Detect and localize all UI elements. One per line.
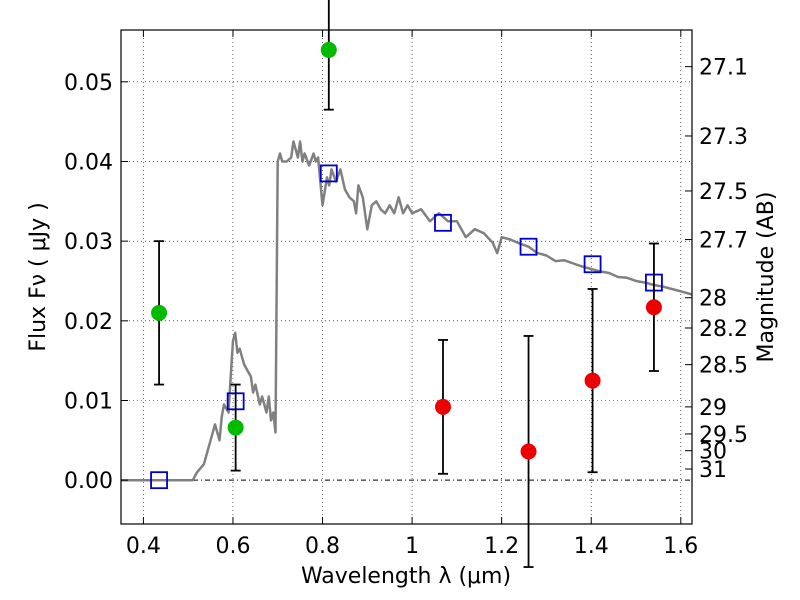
y-tick-label: 0.04 [64,150,113,175]
non-detection-point [434,398,451,415]
x-tick-label: 1.6 [663,534,698,559]
model-spectrum-line [121,140,693,482]
mag-tick-label: 31 [699,458,727,483]
mag-tick-label: 27.1 [699,56,748,81]
model-band-marker [150,471,168,490]
x-tick-label: 0.4 [126,534,161,559]
mag-tick-label: 29.5 [699,423,748,448]
model-band-marker [583,255,602,274]
mag-tick-label: 30 [699,440,727,465]
x-tick-label: 0.6 [215,534,250,559]
y-axis-title: Flux Fν ( μJy ) [26,202,51,351]
detection-point [227,419,244,436]
non-detection-point [645,299,662,316]
y-tick-label: 0.02 [64,310,113,335]
y-tick-label: 0.00 [64,469,113,494]
mag-tick-label: 27.7 [699,229,748,254]
x-axis-title: Wavelength λ (μm) [301,564,511,589]
plot-frame [120,29,693,525]
non-detection-point [584,372,601,389]
model-band-marker [319,164,338,183]
mag-tick-label: 29 [699,396,727,421]
x-tick-label: 0.8 [305,534,340,559]
non-detection-point [520,443,537,460]
y-tick-label: 0.03 [64,230,113,255]
marker-layer [150,0,663,568]
model-band-marker [434,213,452,232]
detection-point [320,41,337,58]
x-tick-label: 1.4 [574,534,609,559]
model-band-marker [519,237,538,256]
mag-tick-label: 28 [699,287,727,312]
mag-tick-label: 27.5 [699,180,748,205]
detection-point [151,304,168,321]
y-tick-label: 0.01 [64,390,113,415]
mag-tick-label: 28.2 [699,317,748,342]
y2-axis-title: Magnitude (AB) [754,192,779,363]
x-tick-label: 1 [405,534,419,559]
tick-layer [121,30,692,524]
mag-tick-label: 27.3 [699,125,748,150]
spectrum-layer [121,140,693,482]
mag-tick-label: 28.5 [699,354,748,379]
x-tick-label: 1.2 [484,534,519,559]
label-layer: 0.4 0.6 0.8 1 1.2 1.4 1.6 0.00 0.01 0.02 0.03 0.04 0… [26,56,779,589]
y-tick-label: 0.05 [64,71,113,96]
